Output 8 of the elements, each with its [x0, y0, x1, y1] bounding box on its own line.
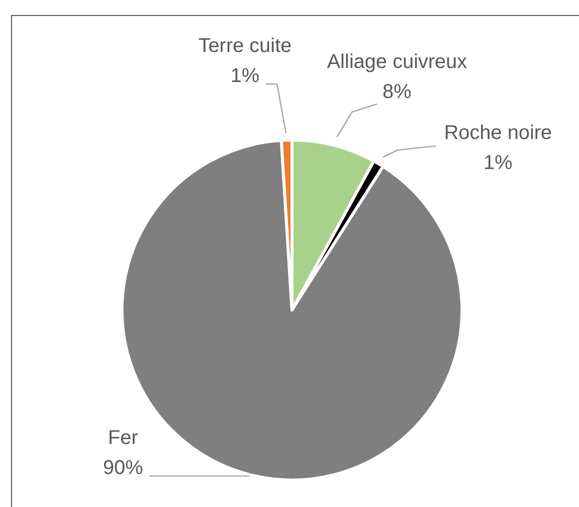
slice-label: Roche noire	[444, 122, 552, 144]
data-label: 8%	[382, 81, 412, 103]
slice-label: Alliage cuivreux	[326, 51, 468, 73]
slice-label: Fer	[108, 427, 138, 449]
slice-label: Terre cuite	[198, 35, 292, 57]
data-label: 1%	[484, 152, 513, 174]
data-label: 90%	[102, 457, 144, 479]
data-label: 1%	[230, 65, 260, 87]
